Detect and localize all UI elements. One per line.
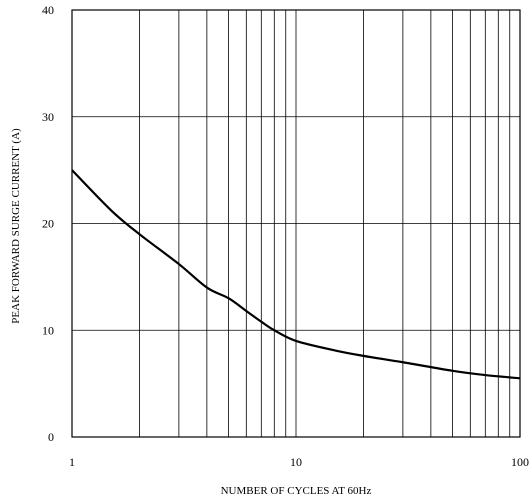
plot-frame: [71, 9, 521, 438]
x-axis-title: NUMBER OF CYCLES AT 60Hz: [221, 485, 372, 497]
series-group: [71, 169, 521, 380]
y-tick-label: 20: [42, 217, 54, 231]
x-tick-labels: 1 10 100: [69, 455, 529, 469]
y-tick-label: 30: [42, 110, 54, 124]
y-tick-label: 10: [42, 323, 54, 337]
x-tick-label: 1: [69, 455, 75, 469]
grid-lines: [71, 9, 521, 438]
x-tick-label: 10: [290, 455, 302, 469]
series-line: [71, 169, 521, 380]
y-tick-label: 40: [42, 3, 54, 17]
y-axis-title: PEAK FORWARD SURGE CURRENT (A): [10, 128, 22, 324]
x-tick-label: 100: [511, 455, 529, 469]
y-tick-label: 0: [48, 430, 54, 444]
y-tick-labels: 0 10 20 30 40: [42, 3, 54, 444]
